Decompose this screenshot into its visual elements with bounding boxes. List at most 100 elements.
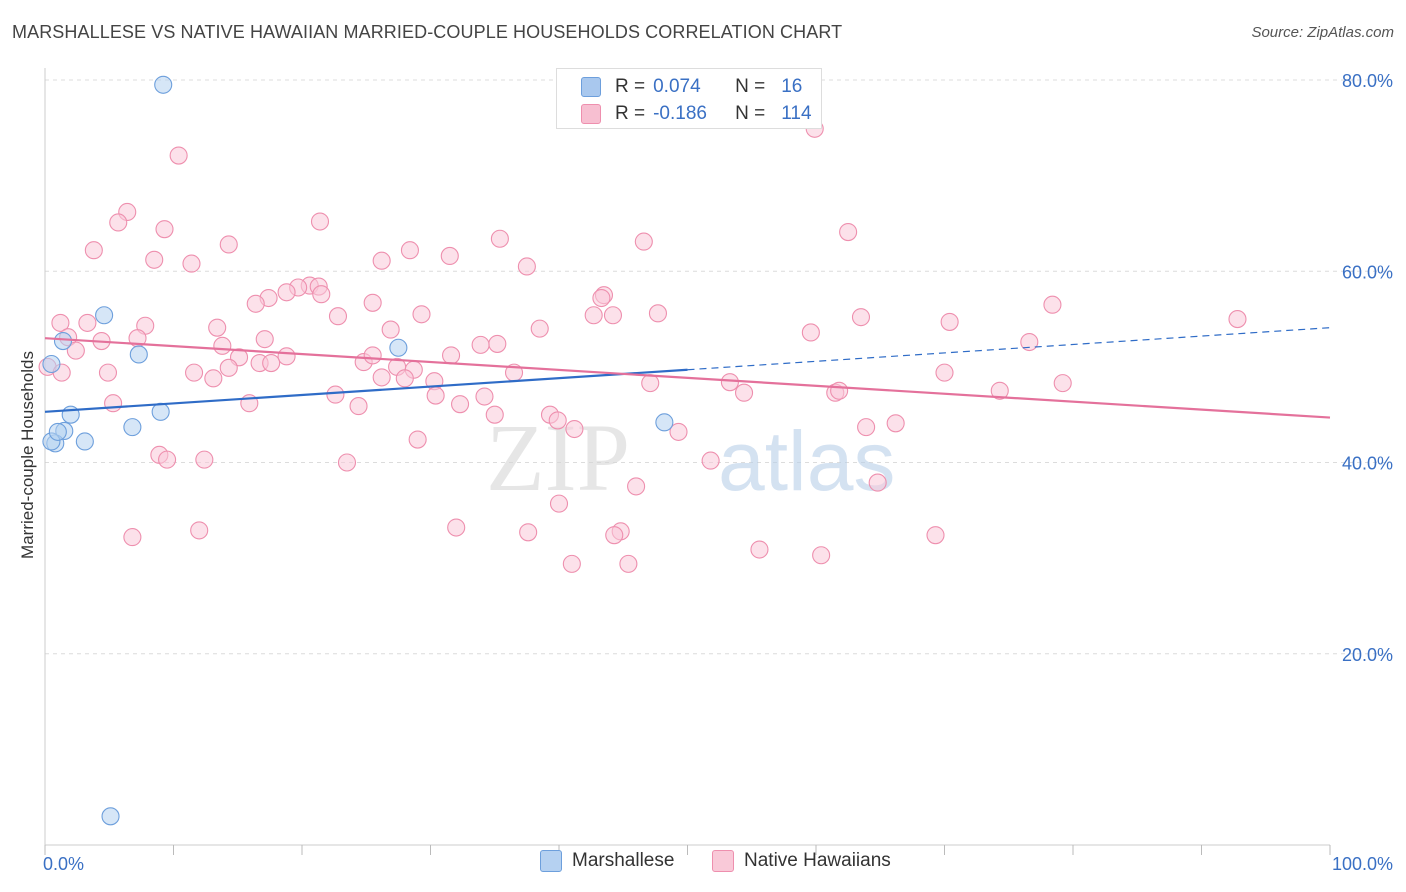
native-hawaiians-point [634,232,653,251]
marshallese-point [655,413,674,432]
native-hawaiians-swatch [581,104,601,124]
n-label: N = [735,76,766,97]
native-hawaiians-point [720,373,739,392]
axes [44,68,1331,855]
native-hawaiians-point [839,222,858,242]
native-hawaiians-point [530,319,549,338]
marshallese-point [101,807,120,826]
native-hawaiians-point [51,313,70,332]
y-tick-label: 80.0% [1342,71,1393,91]
marshallese-point [123,418,142,437]
native-hawaiians-point [562,554,581,573]
native-hawaiians-point [801,323,820,342]
native-hawaiians-point [701,451,720,470]
native-hawaiians-point [208,318,227,337]
native-hawaiians-point [451,395,470,414]
native-hawaiians-point [328,307,348,326]
native-hawaiians-point [940,312,959,331]
marshallese-point [53,332,73,351]
native-hawaiians-point [312,285,331,304]
native-hawaiians-point [213,336,232,355]
native-hawaiians-point [990,381,1009,400]
native-hawaiians-point [519,523,538,542]
native-hawaiians-point [471,335,490,354]
n-label: N = [735,103,766,124]
stats-row-marshallese: R = 0.074 N = 16 [581,75,802,99]
native-hawaiians-point [408,430,427,449]
native-hawaiians-point [605,526,624,545]
native-hawaiians-point [926,526,945,545]
native-hawaiians-point [734,383,754,402]
native-hawaiians-point [517,257,536,276]
tick-labels: 20.0% 40.0% 60.0% 80.0% 0.0% 100.0% [43,71,1393,874]
native-hawaiians-point [169,146,188,165]
native-hawaiians-point [78,313,97,332]
native-hawaiians-point [603,306,623,325]
native-hawaiians-point [485,405,504,424]
source-label: Source: ZipAtlas.com [1251,24,1394,41]
native-hawaiians-point [475,387,494,406]
native-hawaiians-point [158,450,177,469]
native-hawaiians-point [84,241,103,260]
y-tick-label: 40.0% [1342,454,1393,474]
native-hawaiians-point [400,241,419,260]
x-tick-label-max: 100.0% [1332,854,1393,874]
native-hawaiians-point [412,305,431,324]
native-hawaiians-point [619,554,638,573]
native-hawaiians-point [1043,295,1062,314]
native-hawaiians-point [549,494,569,513]
y-tick-label: 60.0% [1342,262,1393,282]
grid-lines [45,79,1390,655]
native-hawaiians-point [195,450,214,469]
native-hawaiians-point [627,477,646,496]
native-hawaiians-point [935,363,954,382]
native-hawaiians-point [190,521,209,540]
native-hawaiians-point [886,414,905,433]
native-hawaiians-point [1020,332,1039,352]
native-hawaiians-point [447,518,466,537]
native-hawaiians-point [109,213,128,232]
native-hawaiians-point [98,363,118,382]
native-hawaiians-legend-swatch [712,850,734,872]
stats-row-native-hawaiians: R = -0.186 N = 114 [581,102,812,126]
native-hawaiians-point [123,528,142,547]
native-hawaiians-point [277,347,296,366]
native-hawaiians-point [830,381,849,400]
chart-title: MARSHALLESE VS NATIVE HAWAIIAN MARRIED-C… [12,22,843,42]
y-axis-label: Married-couple Households [18,351,37,559]
marshallese-point [389,338,408,357]
native-hawaiians-point [548,411,567,430]
r-label: R = [615,76,646,97]
native-hawaiians-point [66,341,85,360]
marshallese-point [95,306,114,325]
native-hawaiians-point [669,422,688,441]
native-hawaiians-point [277,283,296,302]
native-hawaiians-point [185,363,204,382]
marshallese-swatch [581,77,601,97]
stats-legend: R = 0.074 N = 16 R = -0.186 N = 114 [556,68,822,129]
legend-item-native-hawaiians[interactable]: Native Hawaiians [712,850,891,872]
native-hawaiians-point [395,369,414,388]
native-hawaiians-point [1053,374,1072,393]
marshallese-point [151,402,170,421]
native-hawaiians-point [1228,310,1247,329]
n-value: 16 [781,76,803,97]
native-hawaiians-point [219,358,238,377]
native-hawaiians-point [592,288,611,308]
marshallese-point [42,354,61,374]
native-hawaiians-point [326,385,345,404]
trend-lines [44,327,1331,419]
legend-item-marshallese[interactable]: Marshallese [540,850,674,872]
native-hawaiians-point [584,306,603,325]
native-hawaiians-point [381,320,400,339]
r-label: R = [615,103,646,124]
marshallese-point [129,345,148,364]
native-hawaiians-point [104,394,123,413]
marshallese-point [48,422,67,441]
legend-label: Marshallese [572,850,675,871]
native-hawaiians-point [262,353,281,373]
r-value: -0.186 [653,103,707,124]
native-hawaiians-point [372,251,391,270]
native-hawaiians-point [155,220,174,239]
native-hawaiians-point [363,293,382,312]
